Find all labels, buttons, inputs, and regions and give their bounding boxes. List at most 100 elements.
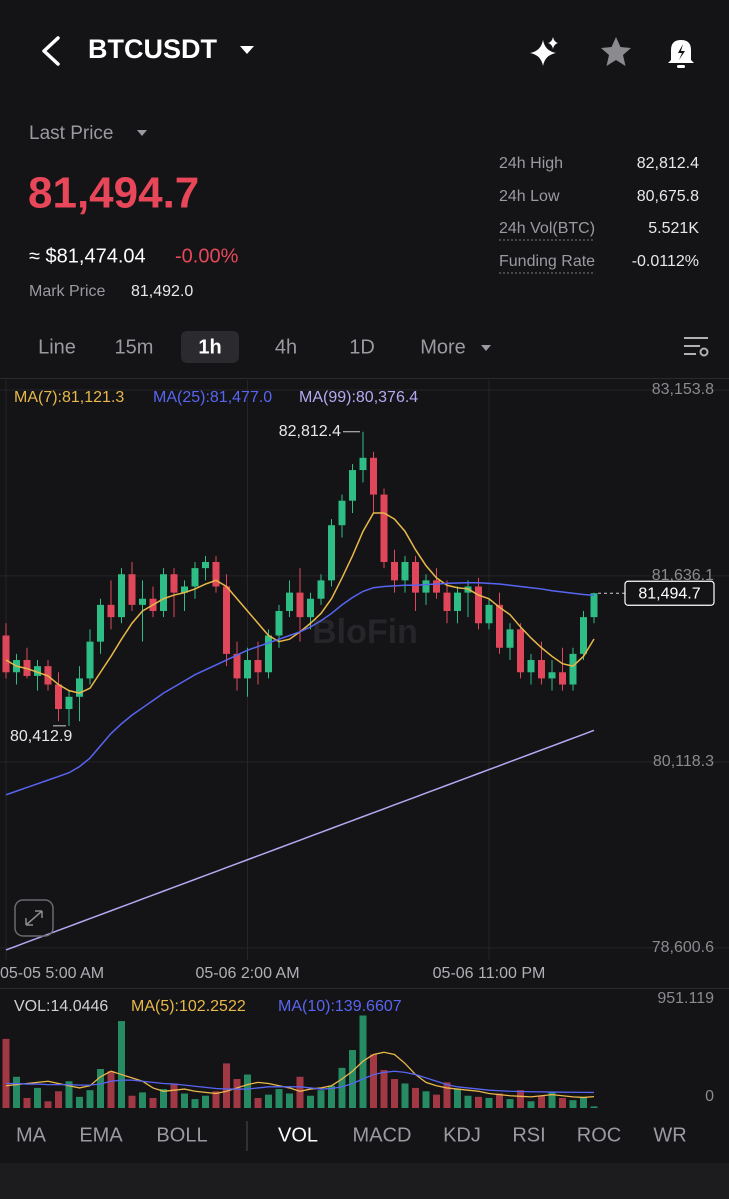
back-button[interactable] xyxy=(42,36,60,66)
volume-bar xyxy=(506,1099,514,1108)
candle-body xyxy=(34,666,41,676)
volume-chart: 0 951.119 VOL:14.0446 MA(5):102.2522 MA(10):… xyxy=(2,990,714,1108)
candle-body xyxy=(160,574,167,611)
volume-bar xyxy=(191,1099,199,1108)
volume-bar xyxy=(464,1095,472,1108)
candle-body xyxy=(338,500,346,526)
stat-label: Funding Rate xyxy=(499,253,595,270)
candle-body xyxy=(517,629,524,673)
candle-body xyxy=(233,653,241,679)
stat-value: 80,675.8 xyxy=(637,188,699,205)
volume-bar xyxy=(202,1095,209,1108)
volume-bar xyxy=(212,1091,220,1108)
x-tick-label: 05-06 2:00 AM xyxy=(195,965,299,982)
annotation: 80,412.9 xyxy=(10,728,72,745)
candle-body xyxy=(548,672,556,679)
last-price-dropdown[interactable] xyxy=(137,130,147,136)
candle-body xyxy=(76,678,83,697)
indicator-tab[interactable]: MACD xyxy=(353,1124,412,1146)
candle-body xyxy=(580,617,587,654)
candle-body xyxy=(380,494,388,562)
candle-body xyxy=(422,580,430,593)
volume-bar xyxy=(2,1038,10,1108)
candle-body xyxy=(2,635,10,673)
interval-tab[interactable]: 4h xyxy=(275,336,297,358)
indicator-tab[interactable]: VOL xyxy=(278,1124,318,1146)
candle-body xyxy=(296,592,304,618)
y-tick-label: 80,118.3 xyxy=(653,753,714,770)
indicator-tab[interactable]: ROC xyxy=(577,1124,621,1146)
volume-bar xyxy=(160,1089,167,1108)
candle-body xyxy=(265,635,272,673)
interval-tab[interactable]: 1D xyxy=(349,336,375,358)
candle-body xyxy=(401,561,409,581)
volume-bar xyxy=(181,1093,188,1108)
expand-button[interactable] xyxy=(14,899,54,937)
interval-tab[interactable]: Line xyxy=(38,336,76,358)
indicator-tab[interactable]: KDJ xyxy=(443,1124,481,1146)
volume-bar xyxy=(443,1082,451,1108)
volume-bar xyxy=(422,1091,430,1108)
indicator-tab[interactable]: EMA xyxy=(79,1124,123,1146)
interval-tab[interactable]: 1h xyxy=(198,336,221,358)
volume-bar xyxy=(496,1093,503,1108)
volume-bar xyxy=(296,1076,304,1108)
volume-bar xyxy=(433,1094,440,1108)
ma-line xyxy=(5,729,595,951)
symbol-dropdown[interactable] xyxy=(240,46,254,54)
interval-tab[interactable]: More xyxy=(420,336,466,358)
candle-body xyxy=(485,604,493,624)
volume-bar xyxy=(86,1090,94,1108)
candle-body xyxy=(475,586,482,624)
favorite-icon[interactable] xyxy=(601,37,631,66)
interval-tab[interactable]: 15m xyxy=(115,336,154,358)
bottom-bar xyxy=(0,1163,729,1199)
candle-body xyxy=(370,457,377,495)
stat-value: 5.521K xyxy=(648,220,699,237)
y-tick-label: 81,636.1 xyxy=(652,567,714,584)
indicator-tab[interactable]: RSI xyxy=(512,1124,545,1146)
stats: 24h High 82,812.4 24h Low 80,675.8 24h Vol(B… xyxy=(499,155,699,274)
candle-body xyxy=(275,610,283,636)
volume-bar xyxy=(569,1100,577,1108)
chart-settings-icon[interactable] xyxy=(684,337,709,357)
candle-body xyxy=(527,660,535,673)
mark-price: 81,492.0 xyxy=(131,283,193,300)
ma-line xyxy=(5,582,595,796)
volume-bar xyxy=(275,1089,283,1108)
x-tick-label: 05-05 5:00 AM xyxy=(0,965,104,982)
candle-body xyxy=(65,696,73,710)
alert-icon[interactable] xyxy=(668,40,694,68)
stat-label: 24h High xyxy=(499,155,563,172)
y-tick-label: 78,600.6 xyxy=(652,939,714,956)
ma-legend: MA(99):80,376.4 xyxy=(299,389,418,406)
candle-body xyxy=(107,604,115,618)
candle-body xyxy=(286,592,293,611)
selected-interval-bg xyxy=(181,331,239,363)
last-price-tag xyxy=(624,580,715,606)
ai-icon[interactable] xyxy=(530,37,558,66)
volume-bar xyxy=(139,1092,146,1108)
candle-body xyxy=(118,574,125,618)
indicator-tab[interactable]: MA xyxy=(16,1124,47,1146)
volume-bar xyxy=(370,1054,377,1108)
volume-bar xyxy=(454,1089,461,1108)
volume-bar xyxy=(265,1094,272,1108)
candle-body xyxy=(181,586,188,593)
indicator-tab[interactable]: WR xyxy=(653,1124,686,1146)
volume-ma-legend: MA(10):139.6607 xyxy=(278,998,402,1015)
indicator-tab[interactable]: BOLL xyxy=(156,1124,207,1146)
candle-body xyxy=(328,525,335,581)
last-price: 81,494.7 xyxy=(28,169,199,218)
candle-body xyxy=(538,660,545,679)
volume-bar xyxy=(559,1097,566,1108)
candle-body xyxy=(496,604,503,648)
volume-bar xyxy=(401,1083,409,1108)
volume-bar xyxy=(233,1079,241,1108)
volume-bar xyxy=(527,1101,535,1108)
price-chart: BloFin 78,600.6 80,118.3 81,636.1 83,153.8 05… xyxy=(0,380,729,982)
last-price-tag-text: 81,494.7 xyxy=(638,585,700,602)
symbol[interactable]: BTCUSDT xyxy=(88,34,217,64)
